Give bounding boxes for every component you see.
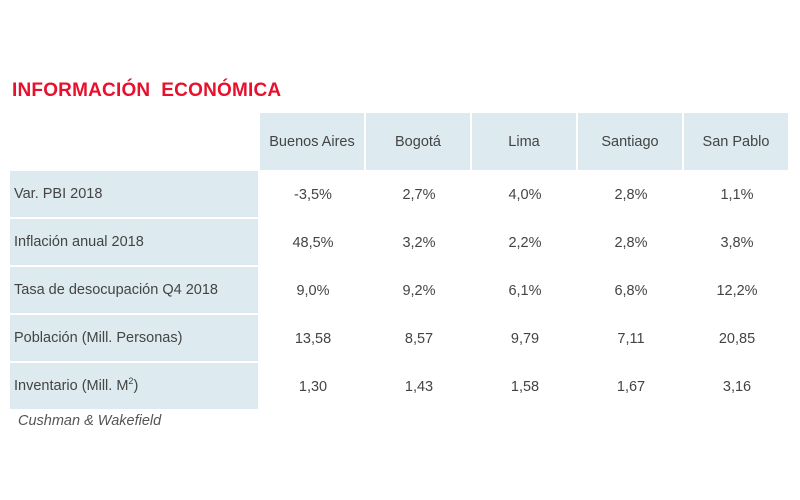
page-title: INFORMACIÓN ECONÓMICA	[12, 80, 282, 101]
table-row: Inventario (Mill. M2) 1,30 1,43 1,58 1,6…	[10, 363, 790, 411]
table-row: Población (Mill. Personas) 13,58 8,57 9,…	[10, 315, 790, 363]
column-header: Santiago	[578, 113, 684, 171]
table-cell: 2,2%	[472, 219, 578, 267]
table-cell: -3,5%	[260, 171, 366, 219]
table-cell: 1,1%	[684, 171, 790, 219]
table-cell: 2,7%	[366, 171, 472, 219]
row-label: Tasa de desocupación Q4 2018	[10, 267, 260, 315]
table-cell: 9,0%	[260, 267, 366, 315]
table-cell: 6,8%	[578, 267, 684, 315]
table-cell: 3,2%	[366, 219, 472, 267]
row-label: Inflación anual 2018	[10, 219, 260, 267]
table-row: Tasa de desocupación Q4 2018 9,0% 9,2% 6…	[10, 267, 790, 315]
column-header: Lima	[472, 113, 578, 171]
table-row: Var. PBI 2018 -3,5% 2,7% 4,0% 2,8% 1,1%	[10, 171, 790, 219]
economic-data-table: Buenos Aires Bogotá Lima Santiago San Pa…	[10, 113, 790, 411]
row-label: Var. PBI 2018	[10, 171, 260, 219]
row-label: Inventario (Mill. M2)	[10, 363, 260, 411]
table-cell: 13,58	[260, 315, 366, 363]
table-cell: 20,85	[684, 315, 790, 363]
table-cell: 3,16	[684, 363, 790, 411]
table-row: Inflación anual 2018 48,5% 3,2% 2,2% 2,8…	[10, 219, 790, 267]
table-cell: 2,8%	[578, 171, 684, 219]
column-header: Buenos Aires	[260, 113, 366, 171]
source-note: Cushman & Wakefield	[18, 413, 162, 429]
table-cell: 4,0%	[472, 171, 578, 219]
table-cell: 1,58	[472, 363, 578, 411]
table-cell: 9,2%	[366, 267, 472, 315]
table-cell: 1,67	[578, 363, 684, 411]
row-label-end: )	[133, 378, 139, 394]
table-header-row: Buenos Aires Bogotá Lima Santiago San Pa…	[10, 113, 790, 171]
table-cell: 1,30	[260, 363, 366, 411]
row-label-text: Inventario (Mill. M	[14, 378, 129, 394]
table-cell: 6,1%	[472, 267, 578, 315]
table-cell: 3,8%	[684, 219, 790, 267]
table-cell: 48,5%	[260, 219, 366, 267]
row-label: Población (Mill. Personas)	[10, 315, 260, 363]
table-cell: 8,57	[366, 315, 472, 363]
table-cell: 7,11	[578, 315, 684, 363]
superscript: 2	[128, 376, 134, 387]
table-cell: 2,8%	[578, 219, 684, 267]
table-cell: 9,79	[472, 315, 578, 363]
column-header: Bogotá	[366, 113, 472, 171]
table-corner-cell	[10, 113, 260, 171]
table-cell: 1,43	[366, 363, 472, 411]
table-cell: 12,2%	[684, 267, 790, 315]
column-header: San Pablo	[684, 113, 790, 171]
